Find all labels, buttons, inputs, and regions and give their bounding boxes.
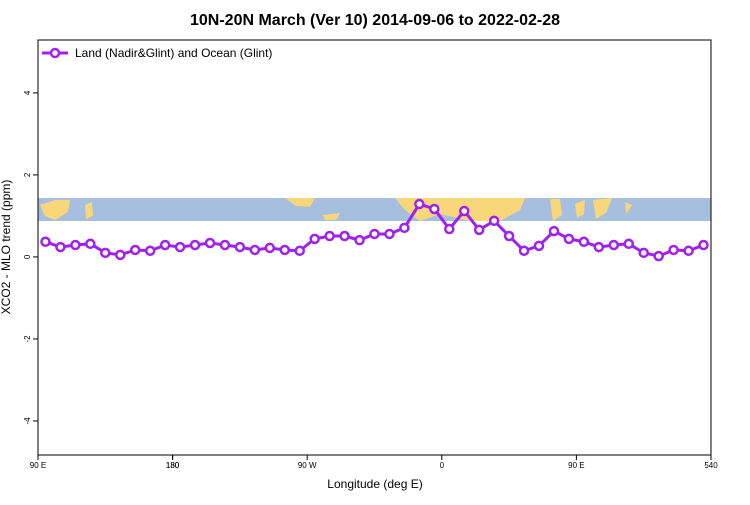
data-point xyxy=(234,241,246,253)
data-point xyxy=(578,236,590,248)
data-point xyxy=(115,249,126,261)
data-point xyxy=(653,250,664,262)
data-point xyxy=(204,237,216,249)
data-point xyxy=(294,245,305,257)
x-tick-label: 540 xyxy=(704,461,718,470)
data-point xyxy=(219,239,231,251)
data-point xyxy=(279,244,291,256)
data-point xyxy=(70,239,81,251)
data-point xyxy=(399,222,410,234)
data-point xyxy=(414,198,425,210)
data-point xyxy=(339,230,350,242)
data-point xyxy=(473,224,485,236)
data-point xyxy=(503,230,515,242)
data-point xyxy=(189,239,201,251)
data-point xyxy=(563,233,575,245)
data-point xyxy=(264,242,276,254)
y-axis-label: XCO2 - MLO trend (ppm) xyxy=(0,180,13,315)
data-point xyxy=(638,247,649,259)
data-point xyxy=(683,245,694,257)
data-point xyxy=(458,205,470,217)
data-point xyxy=(354,234,365,246)
data-point xyxy=(384,228,395,240)
legend-marker xyxy=(49,47,61,59)
data-point xyxy=(444,223,455,235)
data-point xyxy=(533,240,545,252)
data-point xyxy=(85,238,96,250)
data-point xyxy=(488,215,500,227)
data-point xyxy=(698,239,709,251)
x-tick-label: 180 xyxy=(166,461,180,470)
y-tick-label: 4 xyxy=(23,90,32,95)
data-point xyxy=(429,203,440,215)
y-tick-label: 2 xyxy=(23,172,32,177)
data-point xyxy=(593,241,605,253)
legend-label: Land (Nadir&Glint) and Ocean (Glint) xyxy=(75,46,272,60)
data-point xyxy=(144,245,156,257)
y-tick-label: 0 xyxy=(23,254,32,259)
x-tick-label: 90 E xyxy=(30,461,46,470)
x-tick-label: 90 W xyxy=(298,461,317,470)
data-point xyxy=(249,244,261,256)
data-point xyxy=(174,241,186,253)
x-tick-label: 90 E xyxy=(568,461,584,470)
data-point xyxy=(309,233,320,245)
map-background xyxy=(38,198,711,221)
data-point xyxy=(129,244,141,256)
y-tick-label: -4 xyxy=(23,417,32,425)
data-point xyxy=(100,247,111,259)
data-point xyxy=(369,228,380,240)
data-point xyxy=(159,239,171,251)
data-point xyxy=(518,245,530,257)
data-point xyxy=(324,230,335,242)
data-point xyxy=(548,225,560,237)
data-point xyxy=(608,239,620,251)
chart-title: 10N-20N March (Ver 10) 2014-09-06 to 202… xyxy=(190,12,560,29)
data-point xyxy=(40,236,51,248)
data-point xyxy=(668,244,679,256)
plot-frame xyxy=(37,39,712,456)
data-point xyxy=(623,238,634,250)
x-axis-label: Longitude (deg E) xyxy=(327,477,422,491)
y-tick-label: -2 xyxy=(23,335,32,343)
data-point xyxy=(55,241,66,253)
x-tick-label: 180 xyxy=(166,461,180,470)
x-tick-label: 0 xyxy=(440,461,445,470)
